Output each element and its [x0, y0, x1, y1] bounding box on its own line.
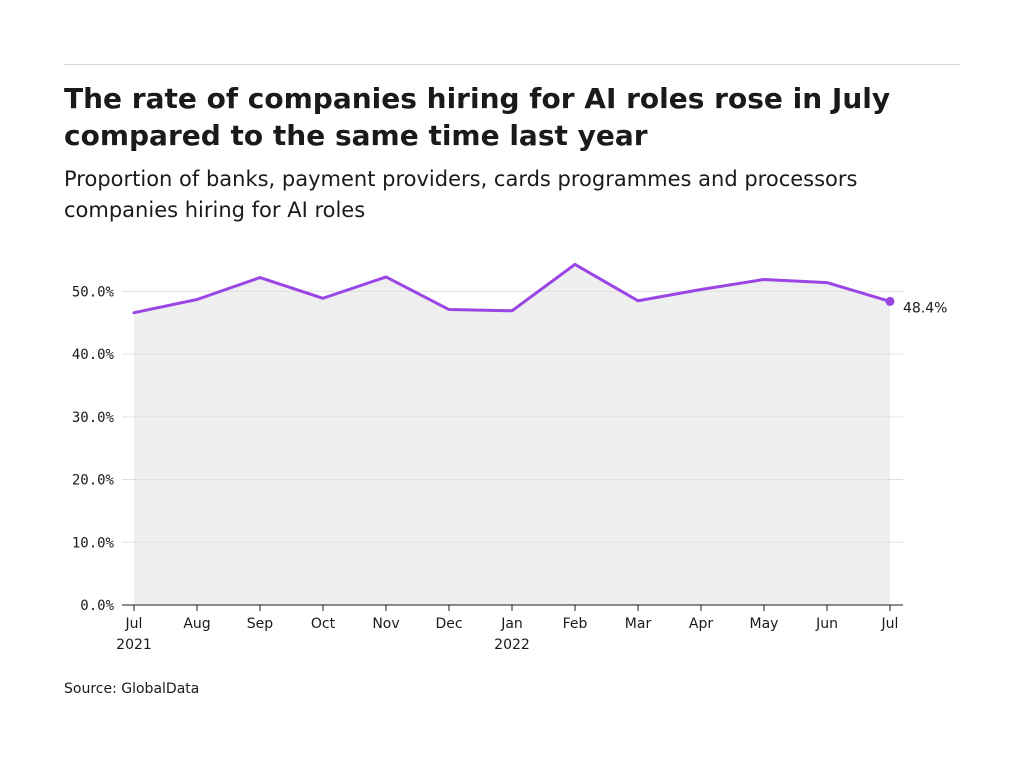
y-tick-label: 0.0% — [80, 598, 114, 614]
x-tick-label-year: 2021 — [116, 637, 152, 653]
x-tick-label: Oct — [311, 616, 336, 632]
series-line — [132, 262, 892, 315]
x-tick-label: Jan — [500, 616, 523, 632]
x-tick-label: Apr — [689, 616, 713, 632]
area-fill — [134, 264, 890, 605]
y-tick-label: 10.0% — [72, 535, 115, 551]
x-tick-label: Jul — [881, 616, 899, 632]
source-note: Source: GlobalData — [64, 681, 200, 697]
chart-title: The rate of companies hiring for AI role… — [64, 82, 891, 152]
end-value-label: 48.4% — [903, 300, 947, 316]
x-tick-label: Jul — [125, 616, 143, 632]
y-tick-label: 30.0% — [72, 410, 115, 426]
x-tick-label: Dec — [435, 616, 462, 632]
x-tick-label: Jun — [815, 616, 838, 632]
x-tick-label: Feb — [563, 616, 588, 632]
x-tick-label: Aug — [183, 616, 210, 632]
x-tick-label: Mar — [625, 616, 652, 632]
top-rule — [64, 64, 960, 65]
x-tick-label: Sep — [247, 616, 274, 632]
x-tick-label: May — [750, 616, 779, 632]
y-tick-label: 40.0% — [72, 347, 115, 363]
end-point-marker — [885, 296, 895, 306]
y-tick-label: 50.0% — [72, 284, 115, 300]
x-tick-label: Nov — [372, 616, 399, 632]
chart-subtitle: Proportion of banks, payment providers, … — [64, 167, 858, 222]
x-tick-label-year: 2022 — [494, 637, 530, 653]
y-tick-label: 20.0% — [72, 473, 115, 489]
